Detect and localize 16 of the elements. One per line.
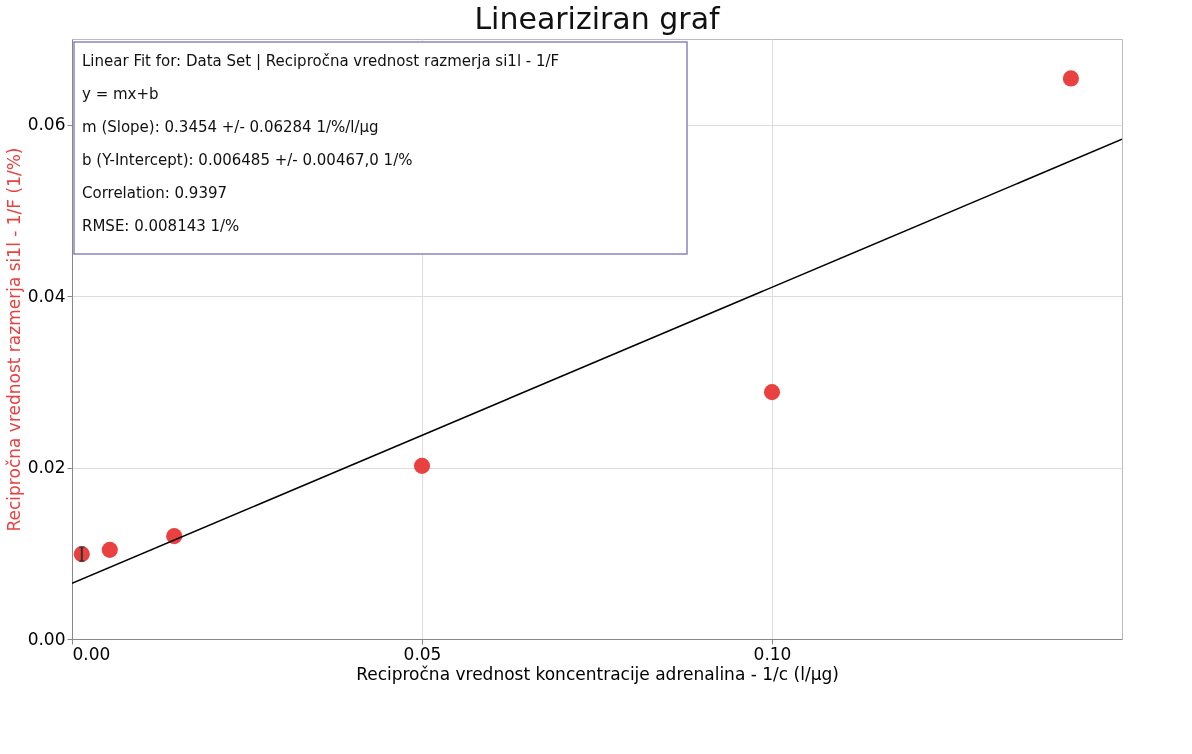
x-tick-label: 0.00	[72, 643, 111, 664]
y-tick-label: 0.02	[27, 457, 66, 478]
chart-title: Lineariziran graf	[474, 1, 722, 36]
y-axis-title: Recipročna vrednost razmerja si1l - 1/F (1/%)	[3, 147, 24, 532]
annotation: m (Slope): 0.3454 +/- 0.06284 1/%/l/µg	[82, 118, 379, 136]
annotation: RMSE: 0.008143 1/%	[82, 217, 240, 235]
y-tick-label: 0.04	[27, 285, 66, 306]
y-tick-label: 0.00	[27, 628, 66, 649]
x-tick-label: 0.10	[753, 643, 792, 664]
x-axis-title: Recipročna vrednost koncentracije adrenalina - 1/c (l/µg)	[356, 663, 839, 684]
annotation: y = mx+b	[82, 85, 159, 103]
y-tick-label: 0.06	[27, 114, 66, 135]
x-tick-label: 0.05	[403, 643, 442, 664]
annotation: b (Y-Intercept): 0.006485 +/- 0.00467,0 1/%	[82, 151, 413, 169]
annotation: Linear Fit for: Data Set | Recipročna vrednost razmerja si1l - 1/F	[82, 52, 560, 70]
annotation: Correlation: 0.9397	[82, 184, 228, 202]
